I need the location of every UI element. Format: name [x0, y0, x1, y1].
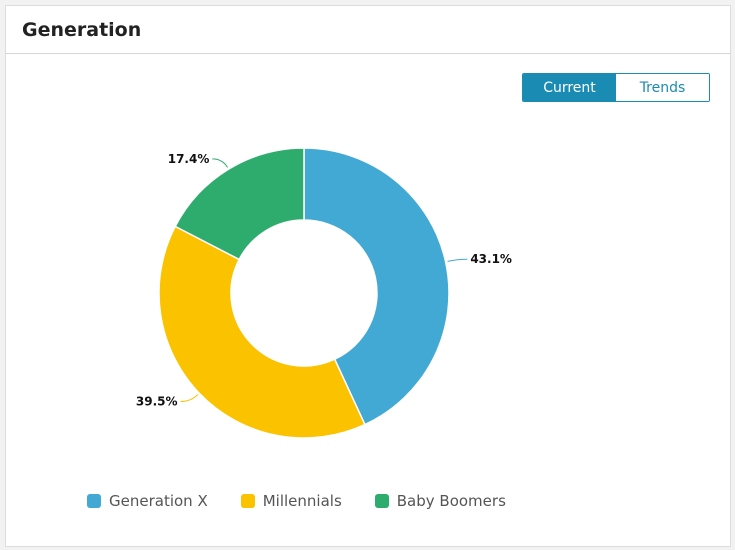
card-title: Generation — [22, 18, 142, 41]
leader-line-generation-x — [447, 258, 468, 262]
legend-item-baby-boomers[interactable]: Baby Boomers — [374, 492, 506, 510]
data-label-millennials: 39.5% — [136, 395, 178, 409]
label-leader-lines — [180, 158, 468, 403]
slice-millennials[interactable] — [158, 225, 366, 439]
data-label-generation-x: 43.1% — [470, 252, 512, 266]
legend-swatch-millennials — [240, 494, 255, 508]
legend-swatch-generation-x — [87, 494, 101, 508]
legend-item-generation-x[interactable]: Generation X — [87, 492, 208, 510]
slice-baby-boomers[interactable] — [174, 147, 305, 261]
card-header: Generation — [6, 6, 730, 54]
data-label-baby-boomers: 17.4% — [168, 152, 210, 166]
legend-swatch-baby-boomers — [374, 494, 389, 508]
legend-label-generation-x: Generation X — [109, 492, 208, 510]
donut-slices — [158, 147, 450, 439]
leader-line-millennials — [180, 394, 199, 403]
legend-label-baby-boomers: Baby Boomers — [396, 492, 506, 510]
slice-generation-x[interactable] — [303, 147, 450, 426]
legend-item-millennials[interactable]: Millennials — [240, 492, 342, 510]
trends-button[interactable]: Trends — [616, 74, 709, 101]
current-button[interactable]: Current — [523, 74, 616, 101]
view-toggle: Current Trends — [522, 73, 710, 102]
chart-legend: Generation X Millennials Baby Boomers — [87, 487, 539, 515]
leader-line-baby-boomers — [212, 158, 229, 168]
legend-label-millennials: Millennials — [262, 492, 342, 510]
data-labels: 43.1% 39.5% 17.4% — [136, 152, 512, 409]
